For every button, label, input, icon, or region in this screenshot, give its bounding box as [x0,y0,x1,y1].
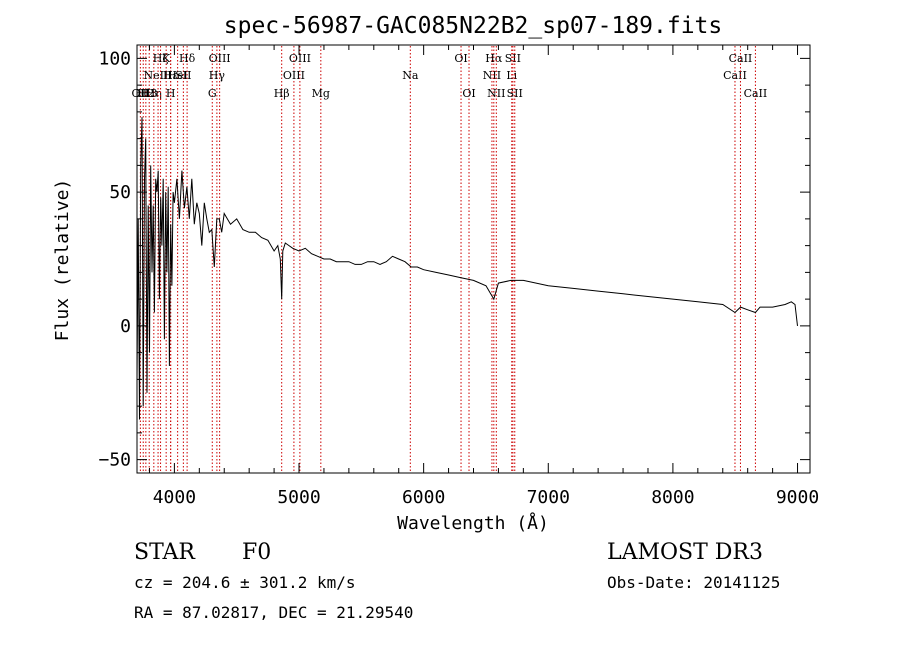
spectrum-line-layer [136,117,798,420]
y-tick-label: 100 [98,48,131,69]
line-marker-label: Hβ [274,87,290,100]
x-tick-label: 8000 [651,487,694,508]
line-marker-label: Na [402,69,419,82]
line-marker-label: OI [462,87,475,100]
x-tick-label: 7000 [527,487,570,508]
object-class: STAR [134,540,195,565]
line-marker-label: Li [506,69,517,82]
line-marker-label: NeIII [143,69,172,82]
chart-title: spec-56987-GAC085N22B2_sp07-189.fits [224,13,723,39]
line-marker-label: H [166,87,176,100]
line-marker-label: CaII [723,69,747,82]
survey-name: LAMOST DR3 [607,540,763,565]
line-marker-label: HeI [167,69,187,82]
line-marker-label: CaII [744,87,768,100]
line-marker-label: CaII [729,52,753,65]
spectral-subclass: F0 [242,540,272,565]
line-marker-label: SII [507,87,523,100]
line-marker-label: H1 [135,87,152,100]
y-tick-label: −50 [98,450,131,471]
line-marker-label: K [162,52,171,65]
line-marker-label: Hγ [209,69,226,82]
line-marker-label: OIII [283,69,305,82]
line-marker-label: Hδ [179,52,196,65]
line-marker-label: Mg [312,87,330,100]
observation-date: Obs-Date: 20141125 [607,573,781,592]
x-axis: 4000 5000 6000 7000 8000 9000 [148,45,819,508]
coordinates: RA = 87.02817, DEC = 21.29540 [134,603,414,622]
x-tick-label: 5000 [277,487,320,508]
line-marker-label: NII [483,69,501,82]
y-tick-label: 50 [109,182,131,203]
line-marker-label: OIII [209,52,231,65]
x-tick-label: 4000 [153,487,196,508]
line-marker-label: Hη [146,87,162,100]
redshift-cz: cz = 204.6 ± 301.2 km/s [134,573,356,592]
y-axis: −50 0 50 100 [98,48,810,471]
y-tick-label: 0 [120,316,131,337]
line-marker-label: OI [454,52,467,65]
spectrum-series-flux [136,117,798,420]
y-axis-label: Flux (relative) [52,179,73,342]
line-marker-label: OII [132,87,150,100]
line-marker-label: Hε [163,69,179,82]
line-marker-label: OIII [289,52,311,65]
line-marker-label: Hζ [153,52,169,65]
line-marker-label: Hα [485,52,503,65]
x-axis-label: Wavelength (Å) [397,512,549,534]
line-marker-label: SII [175,69,191,82]
x-tick-label: 9000 [776,487,819,508]
line-marker-label: H3 [141,87,158,100]
x-tick-label: 6000 [402,487,445,508]
line-marker-label: G [208,87,217,100]
line-marker-label: NII [487,87,505,100]
plot-frame [136,44,811,474]
line-marker-label: SII [505,52,521,65]
line-marker-label: H2 [138,87,155,100]
